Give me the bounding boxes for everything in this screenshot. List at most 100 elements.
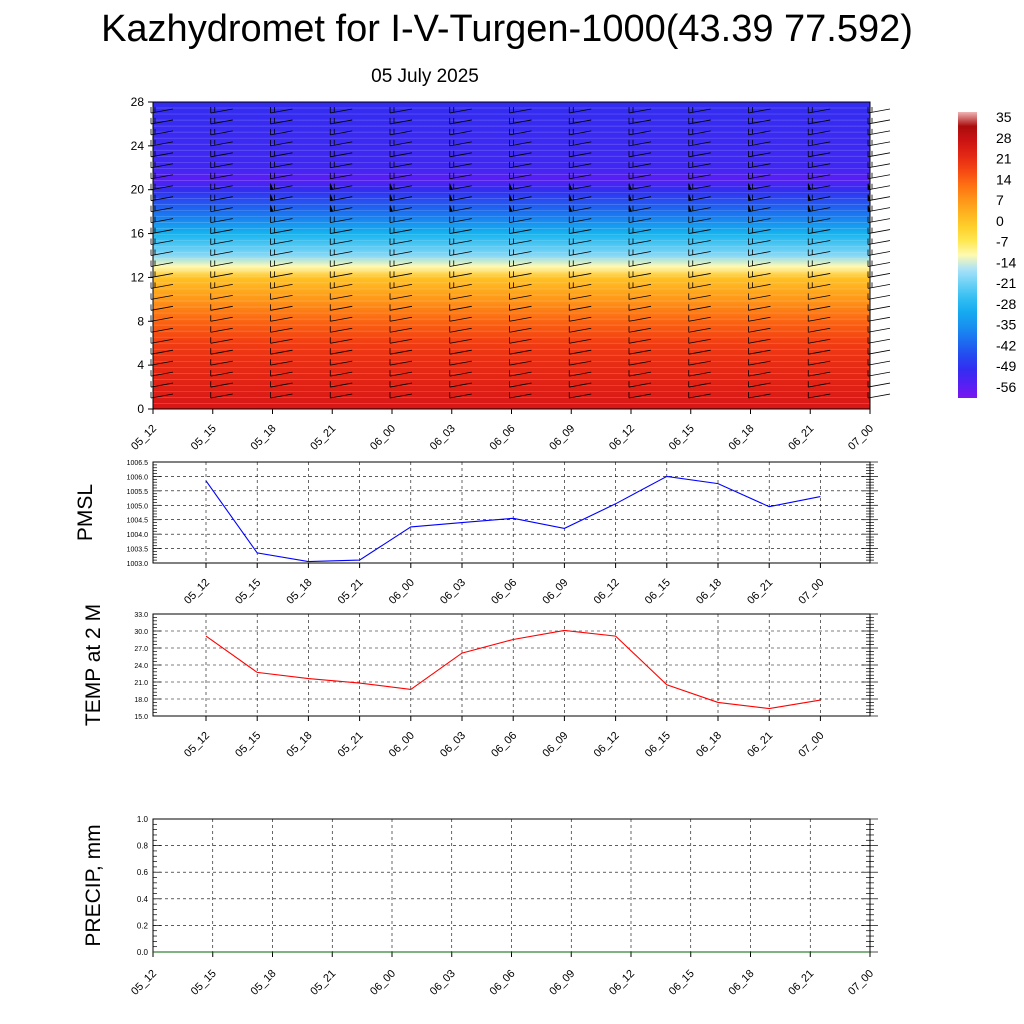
wind-barb <box>449 271 472 278</box>
x-tick-label: 06_18 <box>727 423 757 453</box>
wind-barb <box>449 227 472 234</box>
x-tick-label: 06_21 <box>786 423 816 453</box>
wind-flag <box>748 193 752 201</box>
wind-barb <box>628 204 652 213</box>
wind-barb <box>628 106 652 114</box>
x-tick-label: 06_15 <box>667 968 697 998</box>
wind-barb <box>329 128 353 136</box>
wind-barb <box>628 348 652 355</box>
x-tick-label: 05_21 <box>336 730 366 760</box>
wind-barb <box>867 370 891 377</box>
y-tick-label: 1005.5 <box>127 489 149 496</box>
wind-barb <box>210 161 233 169</box>
y-tick-label: 0.0 <box>137 948 149 957</box>
wind-barb <box>449 359 472 366</box>
wind-barb <box>270 216 293 224</box>
wind-flag <box>449 193 453 201</box>
wind-barb <box>210 205 233 213</box>
x-tick-label: 06_00 <box>387 730 417 760</box>
x-tick-label: 07_00 <box>846 968 876 998</box>
wind-barb <box>748 260 771 267</box>
wind-barb <box>150 249 174 256</box>
wind-barb <box>329 381 353 388</box>
wind-barb <box>329 150 353 158</box>
wind-barb <box>509 249 532 256</box>
wind-barb <box>329 161 353 169</box>
colorbar-label: -49 <box>996 358 1016 374</box>
wind-barb <box>389 370 413 377</box>
y-tick-label: 1.0 <box>137 815 149 824</box>
y-tick-label: 0.2 <box>137 921 149 930</box>
colorbar-label: -56 <box>996 379 1016 395</box>
wind-barb <box>568 193 592 202</box>
wind-barb <box>628 392 652 399</box>
wind-barb <box>628 227 652 234</box>
wind-barb <box>748 370 771 377</box>
wind-barb <box>329 117 353 125</box>
wind-barb <box>270 337 293 344</box>
wind-barb <box>568 282 592 289</box>
wind-barb <box>748 315 771 322</box>
y-tick-label: 12 <box>131 270 145 284</box>
wind-barb <box>389 227 413 234</box>
wind-barb <box>688 392 711 399</box>
x-tick-label: 06_09 <box>547 968 577 998</box>
wind-barb <box>688 117 711 125</box>
wind-barb <box>509 293 532 300</box>
wind-barb <box>389 193 413 202</box>
wind-barb <box>150 161 174 169</box>
x-tick-label: 06_12 <box>592 577 622 607</box>
wind-barb <box>748 238 771 245</box>
x-tick-label: 06_15 <box>643 577 673 607</box>
wind-barb <box>807 282 831 289</box>
colorbar-fill <box>958 112 977 398</box>
wind-flag <box>748 204 752 212</box>
wind-barb <box>150 194 174 202</box>
wind-barb <box>210 183 233 191</box>
wind-barb <box>628 326 652 333</box>
wind-barb <box>628 370 652 377</box>
wind-barb <box>449 172 472 180</box>
wind-barb <box>389 161 413 169</box>
wind-barb <box>867 227 891 234</box>
wind-barb <box>449 161 472 169</box>
wind-flag <box>569 182 573 190</box>
wind-barb <box>568 348 592 355</box>
wind-barb <box>509 271 532 278</box>
wind-barb <box>509 282 532 289</box>
wind-barb <box>748 282 771 289</box>
wind-barb <box>628 238 652 245</box>
wind-barb <box>688 271 711 278</box>
wind-barb <box>867 392 891 399</box>
wind-barb <box>807 216 831 224</box>
y-tick-label: 16 <box>131 227 145 241</box>
wind-barb <box>150 392 174 399</box>
wind-barb <box>628 293 652 300</box>
wind-barb <box>150 117 174 125</box>
wind-barb <box>807 392 831 399</box>
wind-barb <box>748 172 771 180</box>
x-tick-label: 05_12 <box>129 968 159 998</box>
y-tick-label: 20 <box>131 183 145 197</box>
colorbar-label: -28 <box>996 296 1016 312</box>
x-tick-label: 06_15 <box>643 730 673 760</box>
wind-barb <box>210 282 233 289</box>
wind-barb <box>688 326 711 333</box>
wind-barb <box>568 315 592 322</box>
y-tick-label: 24.0 <box>134 663 148 670</box>
wind-barb <box>509 370 532 377</box>
wind-flag <box>688 193 692 201</box>
wind-barb <box>748 304 771 311</box>
wind-barb <box>270 260 293 267</box>
wind-barb <box>688 348 711 355</box>
x-tick-label: 06_06 <box>489 577 519 607</box>
x-tick-label: 07_00 <box>796 577 826 607</box>
wind-barb <box>807 370 831 377</box>
y-tick-label: 4 <box>137 358 144 372</box>
y-axis-title: PMSL <box>74 484 97 541</box>
wind-barb <box>748 182 771 191</box>
wind-flag <box>509 204 513 212</box>
colorbar-label: -42 <box>996 337 1016 353</box>
x-tick-label: 05_21 <box>308 423 338 453</box>
